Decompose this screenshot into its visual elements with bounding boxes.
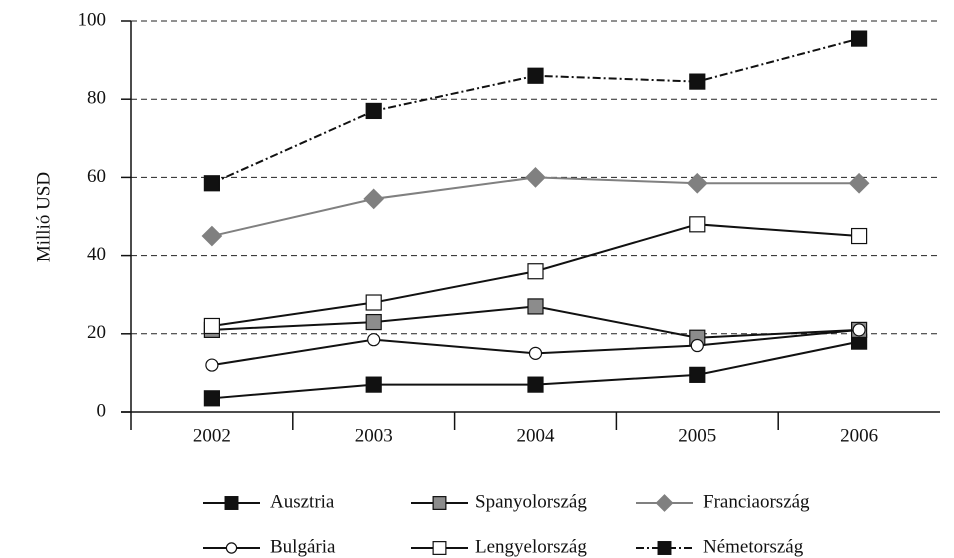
marker [689, 366, 706, 383]
marker [365, 376, 382, 393]
marker [205, 358, 219, 372]
marker [689, 73, 706, 90]
y-tick-label: 20 [87, 322, 106, 343]
marker [689, 216, 706, 233]
legend-marker [224, 496, 239, 510]
legend-marker [225, 542, 238, 554]
y-tick-label: 60 [87, 166, 106, 187]
legend-marker [432, 496, 447, 510]
x-tick-label: 2006 [840, 425, 878, 446]
marker [527, 263, 544, 280]
marker [367, 333, 381, 347]
marker [527, 376, 544, 393]
marker [848, 172, 870, 194]
legend-label: Bulgária [270, 536, 336, 557]
legend-label: Lengyelország [475, 536, 587, 557]
legend-label: Spanyolország [475, 491, 587, 512]
x-tick-label: 2005 [678, 425, 716, 446]
x-tick-label: 2004 [517, 425, 556, 446]
marker [850, 30, 868, 47]
x-tick-label: 2002 [193, 425, 231, 446]
y-tick-label: 80 [87, 88, 106, 109]
marker [203, 175, 220, 192]
y-tick-label: 0 [97, 400, 107, 421]
legend-label: Franciaország [703, 491, 810, 512]
marker [365, 102, 382, 120]
marker [525, 167, 546, 188]
x-tick-label: 2003 [355, 425, 393, 446]
marker [363, 188, 385, 210]
marker [203, 390, 220, 407]
legend-label: Ausztria [270, 491, 335, 512]
marker [528, 346, 543, 360]
marker [850, 227, 868, 245]
legend-label: Németország [703, 536, 804, 557]
marker [686, 172, 708, 194]
marker [527, 67, 544, 84]
marker [365, 294, 382, 311]
y-tick-label: 100 [78, 9, 107, 30]
marker [365, 313, 382, 331]
marker [527, 298, 544, 315]
series-line [211, 37, 860, 185]
y-axis-label: Millió USD [33, 172, 54, 262]
marker [690, 338, 704, 353]
legend-marker [432, 541, 447, 555]
legend-marker [657, 541, 672, 555]
y-tick-label: 40 [87, 244, 106, 265]
marker [203, 317, 220, 335]
legend-marker [655, 494, 674, 512]
marker [201, 225, 223, 247]
marker [852, 323, 866, 337]
